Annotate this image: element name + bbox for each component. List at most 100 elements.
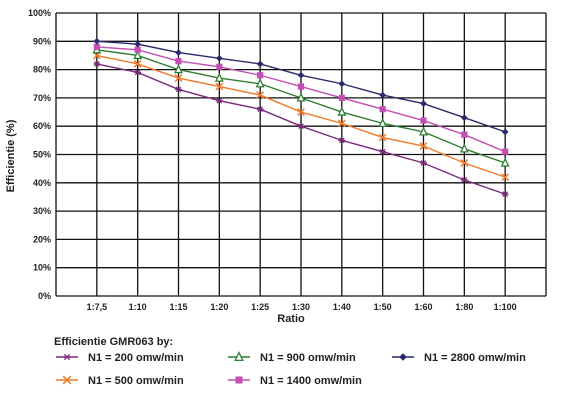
point-marker — [256, 91, 265, 100]
point-marker — [174, 74, 183, 83]
point-marker — [379, 91, 387, 99]
series-star — [93, 61, 509, 197]
point-marker — [214, 72, 224, 82]
x-tick-label: 1:30 — [292, 302, 310, 312]
point-marker — [378, 117, 388, 128]
legend-item: N1 = 500 omw/min — [56, 375, 184, 387]
legend-label: N1 = 1400 omw/min — [260, 375, 362, 387]
point-marker — [379, 148, 386, 155]
y-tick-label: 10% — [33, 263, 51, 273]
y-tick-label: 100% — [28, 8, 51, 18]
series-square — [93, 43, 509, 155]
y-tick-label: 50% — [33, 150, 51, 160]
point-marker — [134, 40, 142, 48]
point-marker — [502, 148, 509, 155]
point-marker — [460, 114, 468, 122]
point-marker — [338, 94, 345, 101]
series-diamond — [93, 37, 509, 136]
y-tick-label: 70% — [33, 93, 51, 103]
point-marker — [420, 117, 427, 124]
point-marker — [93, 43, 100, 51]
x-tick-label: 1:80 — [455, 302, 473, 312]
point-marker — [133, 60, 142, 68]
point-marker — [298, 123, 304, 130]
legend-item: N1 = 200 omw/min — [56, 352, 184, 364]
point-marker — [296, 92, 306, 102]
y-tick-label: 60% — [33, 121, 51, 131]
point-marker — [501, 173, 510, 182]
point-marker — [419, 142, 428, 150]
point-marker — [215, 54, 223, 62]
point-marker — [256, 60, 264, 68]
x-tick-label: 1:25 — [251, 302, 269, 312]
legend-title: Efficientie GMR063 by: — [54, 336, 173, 348]
legend-item: N1 = 1400 omw/min — [228, 375, 362, 387]
point-marker — [461, 131, 468, 138]
point-marker — [297, 83, 305, 90]
y-tick-label: 30% — [33, 206, 51, 216]
x-tick-label: 1:50 — [374, 302, 392, 312]
point-marker — [234, 351, 244, 362]
series-layer — [92, 37, 510, 197]
y-tick-label: 40% — [33, 178, 51, 188]
point-marker — [378, 133, 387, 142]
point-marker — [216, 63, 223, 70]
point-marker — [379, 106, 386, 113]
point-marker — [338, 80, 346, 88]
x-tick-label: 1:20 — [210, 302, 228, 312]
point-marker — [175, 49, 182, 57]
point-marker — [337, 119, 346, 128]
grid — [55, 12, 547, 297]
point-marker — [459, 143, 469, 153]
x-tick-label: 1:15 — [169, 302, 187, 312]
x-tick-label: 1:60 — [414, 302, 432, 312]
point-marker — [235, 376, 243, 384]
point-marker — [255, 78, 265, 88]
point-marker — [216, 97, 223, 104]
x-axis-title: Ratio — [277, 313, 305, 325]
point-marker — [134, 69, 141, 76]
point-marker — [501, 128, 509, 136]
point-marker — [420, 100, 427, 107]
y-tick-label: 80% — [33, 65, 51, 75]
legend-item: N1 = 2800 omw/min — [392, 352, 526, 364]
legend-label: N1 = 200 omw/min — [88, 352, 184, 364]
legend-item: N1 = 900 omw/min — [228, 351, 356, 364]
point-marker — [297, 108, 305, 116]
point-marker — [461, 177, 468, 183]
point-marker — [134, 46, 141, 53]
x-tick-label: 1:10 — [129, 302, 147, 312]
y-tick-label: 90% — [33, 36, 51, 46]
x-tick-label: 1:40 — [333, 302, 351, 312]
point-marker — [63, 353, 71, 361]
point-marker — [257, 106, 264, 113]
point-marker — [297, 71, 305, 79]
point-marker — [419, 126, 428, 136]
series-triangle — [92, 44, 510, 167]
point-marker — [175, 58, 182, 65]
legend-label: N1 = 500 omw/min — [88, 375, 184, 387]
point-marker — [62, 375, 72, 385]
point-marker — [93, 61, 100, 67]
legend: N1 = 200 omw/min N1 = 500 omw/min N1 = 900… — [56, 351, 526, 387]
y-axis-title: Efficientie (%) — [5, 119, 17, 192]
x-tick-label: 1:7,5 — [87, 302, 108, 312]
point-marker — [175, 86, 182, 93]
y-tick-label: 0% — [38, 291, 51, 301]
point-marker — [257, 72, 264, 79]
x-tick-label: 1:100 — [494, 302, 517, 312]
point-marker — [399, 353, 407, 361]
point-marker — [502, 191, 509, 197]
point-marker — [215, 82, 224, 91]
y-tick-label: 20% — [33, 234, 51, 244]
legend-label: N1 = 900 omw/min — [260, 352, 356, 364]
point-marker — [460, 159, 469, 167]
point-marker — [337, 106, 347, 116]
series-x — [92, 51, 510, 182]
point-marker — [133, 49, 143, 60]
legend-label: N1 = 2800 omw/min — [424, 352, 526, 364]
point-marker — [420, 160, 427, 166]
point-marker — [500, 157, 510, 167]
